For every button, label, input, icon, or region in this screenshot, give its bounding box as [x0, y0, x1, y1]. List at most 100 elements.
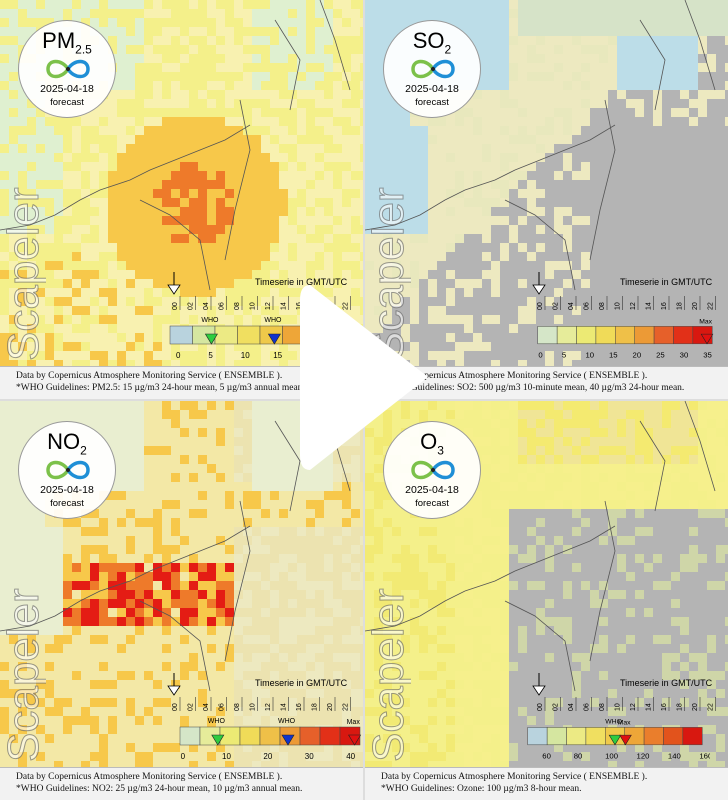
scale-tick-label: 30: [305, 752, 314, 761]
play-button[interactable]: [300, 285, 428, 470]
color-scale-swatch: [566, 727, 587, 746]
who-label: WHO: [278, 718, 296, 725]
forecast-label: forecast: [415, 498, 449, 509]
hour-tick: 22: [343, 703, 350, 711]
hour-tick: 08: [234, 302, 241, 310]
brand-watermark: Scapeler: [367, 187, 411, 362]
data-source-text: Data by Copernicus Atmosphere Monitoring…: [16, 371, 283, 381]
color-scale-swatch: [576, 326, 597, 345]
hour-timeline[interactable]: 00 02 04 06 08 10 12 14 16 18 20 22: [162, 691, 360, 713]
color-scale-swatch: [214, 325, 238, 345]
time-cursor-icon[interactable]: [532, 270, 546, 296]
color-scale-swatch: [169, 325, 193, 345]
scale-tick-label: 0: [176, 351, 181, 360]
brand-text: Scapeler: [367, 187, 411, 361]
forecast-date: 2025-04-18: [405, 83, 459, 95]
hour-tick: 04: [203, 703, 210, 711]
scale-tick-label: 120: [637, 751, 650, 760]
hour-tick: 06: [584, 302, 591, 310]
hour-tick: 14: [281, 703, 288, 711]
max-label: Max: [699, 318, 712, 325]
hour-tick: 10: [615, 703, 622, 711]
scale-tick-label: 30: [680, 350, 689, 359]
hour-tick: 18: [312, 703, 319, 711]
time-cursor-icon[interactable]: [532, 671, 546, 697]
hour-tick: 04: [203, 302, 210, 310]
timeserie-label: Timeserie in GMT/UTC: [620, 678, 713, 688]
timeserie-label: Timeserie in GMT/UTC: [255, 678, 348, 688]
pollutant-symbol: O: [420, 429, 438, 454]
hour-tick: 16: [661, 703, 668, 711]
data-source-text: Data by Copernicus Atmosphere Monitoring…: [381, 772, 648, 782]
forecast-label: forecast: [50, 498, 84, 509]
panel-o3: Scapeler O3 2025-04-18 forecast Timeserie in…: [365, 401, 728, 800]
hour-tick: 16: [661, 302, 668, 310]
color-scale-swatch: [634, 326, 655, 345]
time-cursor-icon[interactable]: [167, 270, 181, 296]
infinity-logo-icon: [46, 59, 90, 79]
pollutant-name: O3: [384, 429, 480, 457]
forecast-badge: SO2 2025-04-18 forecast: [383, 20, 481, 118]
scale-tick-label: 160: [699, 751, 710, 760]
who-guidelines-text: *WHO Guidelines: SO2: 500 µg/m3 10-minut…: [381, 383, 685, 393]
brand-text: Scapeler: [2, 187, 46, 361]
data-source-text: Data by Copernicus Atmosphere Monitoring…: [16, 772, 283, 782]
timeserie-label: Timeserie in GMT/UTC: [620, 277, 713, 287]
data-source-footer: Data by Copernicus Atmosphere Monitoring…: [0, 767, 363, 800]
pollutant-name: NO2: [19, 429, 115, 457]
pollutant-subscript: 2: [444, 42, 452, 57]
hour-timeline[interactable]: 00 02 04 06 08 10 12 14 16 18 20 22: [527, 290, 725, 312]
scale-tick-label: 20: [263, 752, 272, 761]
max-marker-icon: [348, 734, 362, 746]
hour-tick: 16: [296, 703, 303, 711]
data-source-footer: Data by Copernicus Atmosphere Monitoring…: [365, 366, 728, 399]
forecast-date: 2025-04-18: [405, 484, 459, 496]
hour-timeline[interactable]: 00 02 04 06 08 10 12 14 16 18 20 22: [527, 691, 725, 713]
hour-tick: 22: [343, 302, 350, 310]
who-marker-icon: [211, 734, 225, 746]
color-scale-legend: WHO WHO Max 0 10 20 30 40: [179, 718, 362, 761]
brand-watermark: Scapeler: [367, 588, 411, 763]
map-view[interactable]: [365, 0, 728, 366]
hour-tick: 10: [250, 302, 257, 310]
hour-tick: 16: [296, 302, 303, 310]
data-source-text: Data by Copernicus Atmosphere Monitoring…: [381, 371, 648, 381]
map-view[interactable]: [0, 0, 363, 366]
hour-tick: 02: [188, 302, 195, 310]
scale-tick-label: 20: [633, 350, 642, 359]
max-marker-icon: [700, 333, 714, 345]
hour-tick: 10: [250, 703, 257, 711]
who-guidelines-text: *WHO Guidelines: NO2: 25 µg/m3 24-hour m…: [16, 784, 303, 794]
scale-tick-label: 0: [538, 350, 542, 359]
who-guidelines-text: *WHO Guidelines: Ozone: 100 µg/m3 8-hour…: [381, 784, 582, 794]
who-marker-icon: [267, 333, 281, 345]
pollutant-subscript: 2.5: [75, 42, 92, 57]
scale-tick-label: 10: [241, 351, 250, 360]
scale-tick-label: 10: [585, 350, 594, 359]
scale-tick-label: 15: [609, 350, 618, 359]
infinity-logo-icon: [411, 59, 455, 79]
color-scale-swatch: [663, 727, 684, 746]
data-source-footer: Data by Copernicus Atmosphere Monitoring…: [365, 767, 728, 800]
hour-tick: 22: [708, 302, 715, 310]
hour-tick: 14: [281, 302, 288, 310]
pollutant-name: SO2: [384, 28, 480, 56]
scale-tick-label: 100: [605, 751, 618, 760]
hour-tick: 08: [234, 703, 241, 711]
hour-tick: 20: [692, 302, 699, 310]
scale-tick-label: 5: [562, 350, 566, 359]
hour-tick: 12: [265, 302, 272, 310]
forecast-badge: PM2.5 2025-04-18 forecast: [18, 20, 116, 118]
scale-tick-label: 35: [703, 350, 712, 359]
color-scale-swatch: [319, 726, 341, 746]
scale-tick-label: 80: [574, 751, 583, 760]
forecast-label: forecast: [50, 97, 84, 108]
color-scale-swatch: [643, 727, 664, 746]
color-scale-swatch: [595, 326, 616, 345]
time-cursor-icon[interactable]: [167, 671, 181, 697]
who-marker-icon: [281, 734, 295, 746]
hour-tick: 12: [630, 302, 637, 310]
hour-tick: 06: [219, 703, 226, 711]
color-scale-swatch: [239, 726, 261, 746]
forecast-badge: NO2 2025-04-18 forecast: [18, 421, 116, 519]
